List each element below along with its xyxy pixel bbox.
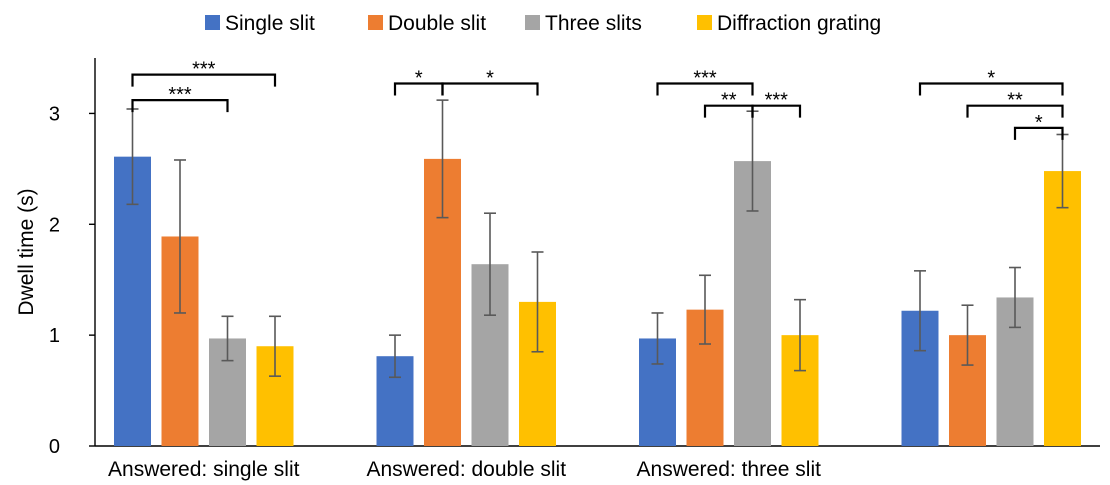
significance-bracket bbox=[751, 104, 802, 118]
significance-label: ** bbox=[1007, 90, 1023, 112]
significance-bracket bbox=[1013, 126, 1064, 140]
legend-swatch bbox=[697, 15, 712, 30]
y-tick-label: 3 bbox=[49, 103, 60, 125]
significance-label: *** bbox=[693, 67, 717, 89]
significance-bracket bbox=[918, 82, 1064, 96]
x-category-label: Answered: three slit bbox=[637, 458, 822, 481]
x-category-label: Answered: double slit bbox=[366, 458, 566, 481]
y-tick-label: 2 bbox=[49, 214, 60, 236]
chart-legend: Single slit Double slit Three slits Diffrac… bbox=[205, 12, 881, 35]
significance-label: * bbox=[486, 67, 494, 89]
significance-label: ** bbox=[721, 90, 737, 112]
significance-bracket bbox=[131, 99, 229, 113]
y-tick-label: 1 bbox=[49, 325, 60, 347]
chart-error-bars bbox=[126, 99, 1069, 379]
legend-label: Diffraction grating bbox=[717, 12, 881, 35]
significance-bracket bbox=[131, 73, 277, 87]
legend-swatch bbox=[205, 15, 220, 30]
significance-label: *** bbox=[765, 90, 789, 112]
bar bbox=[1044, 171, 1081, 446]
legend-label: Three slits bbox=[545, 12, 642, 35]
chart-bars bbox=[114, 156, 1081, 447]
chart-labels: 0 1 2 3 Dwell time (s) Answered: single slit A… bbox=[15, 103, 821, 481]
legend-label: Single slit bbox=[225, 12, 315, 35]
significance-bracket bbox=[656, 82, 754, 96]
y-axis-label: Dwell time (s) bbox=[15, 188, 38, 315]
significance-label: * bbox=[1035, 112, 1043, 134]
significance-label: * bbox=[987, 67, 995, 89]
y-tick-label: 0 bbox=[49, 436, 60, 458]
significance-label: *** bbox=[192, 59, 216, 81]
legend-label: Double slit bbox=[388, 12, 486, 35]
significance-bracket bbox=[441, 82, 539, 96]
chart-significance-brackets: ******* * ***** ******* bbox=[131, 59, 1064, 140]
x-category-label: Answered: single slit bbox=[108, 458, 300, 481]
legend-swatch bbox=[525, 15, 540, 30]
legend-swatch bbox=[368, 15, 383, 30]
significance-bracket bbox=[966, 104, 1064, 118]
significance-label: * bbox=[415, 67, 423, 89]
significance-label: *** bbox=[168, 84, 192, 106]
